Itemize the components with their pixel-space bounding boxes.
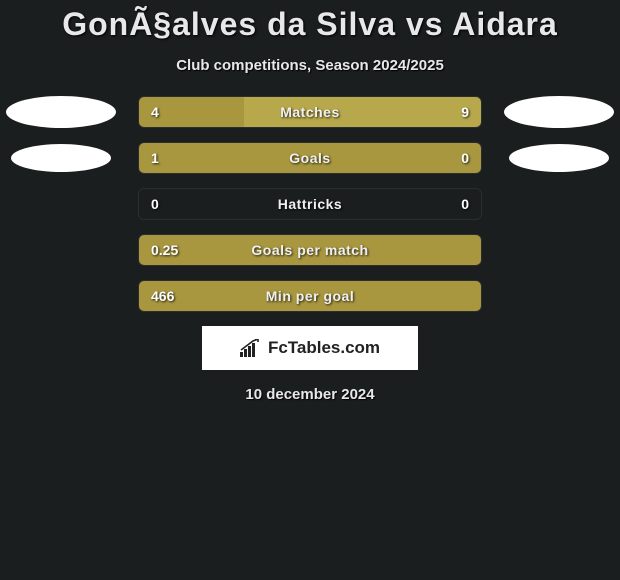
- stat-row: 0 Hattricks 0: [6, 188, 614, 220]
- stat-label: Min per goal: [266, 288, 354, 304]
- stat-rows: 4 Matches 9 1 Goals 0 0 Hattricks 0 0.25 Goals per…: [0, 96, 620, 312]
- stat-row: 4 Matches 9: [6, 96, 614, 128]
- player2-flag-ellipse: [509, 144, 609, 172]
- subtitle: Club competitions, Season 2024/2025: [0, 57, 620, 74]
- player2-value: 0: [461, 196, 469, 212]
- date-stamp: 10 december 2024: [0, 386, 620, 403]
- stat-bar: 4 Matches 9: [138, 96, 482, 128]
- stat-row: 0.25 Goals per match: [6, 234, 614, 266]
- player1-value: 1: [151, 150, 159, 166]
- player1-value: 4: [151, 104, 159, 120]
- stat-bar: 466 Min per goal: [138, 280, 482, 312]
- stat-label: Matches: [280, 104, 340, 120]
- player1-flag-ellipse: [11, 144, 111, 172]
- player1-value: 466: [151, 288, 174, 304]
- page-title: GonÃ§alves da Silva vs Aidara: [0, 0, 620, 43]
- stat-row: 1 Goals 0: [6, 142, 614, 174]
- player2-flag-ellipse: [504, 96, 614, 128]
- brand-box: FcTables.com: [202, 326, 418, 370]
- stat-label: Goals: [289, 150, 330, 166]
- player1-value: 0: [151, 196, 159, 212]
- stat-bar: 1 Goals 0: [138, 142, 482, 174]
- stat-bar: 0.25 Goals per match: [138, 234, 482, 266]
- stat-row: 466 Min per goal: [6, 280, 614, 312]
- player1-value: 0.25: [151, 242, 178, 258]
- player2-value: 9: [461, 104, 469, 120]
- brand-logo: FcTables.com: [240, 338, 380, 358]
- player2-value: 0: [461, 150, 469, 166]
- stat-bar: 0 Hattricks 0: [138, 188, 482, 220]
- stat-label: Hattricks: [278, 196, 342, 212]
- stat-label: Goals per match: [251, 242, 368, 258]
- brand-text: FcTables.com: [268, 338, 380, 358]
- player1-flag-ellipse: [6, 96, 116, 128]
